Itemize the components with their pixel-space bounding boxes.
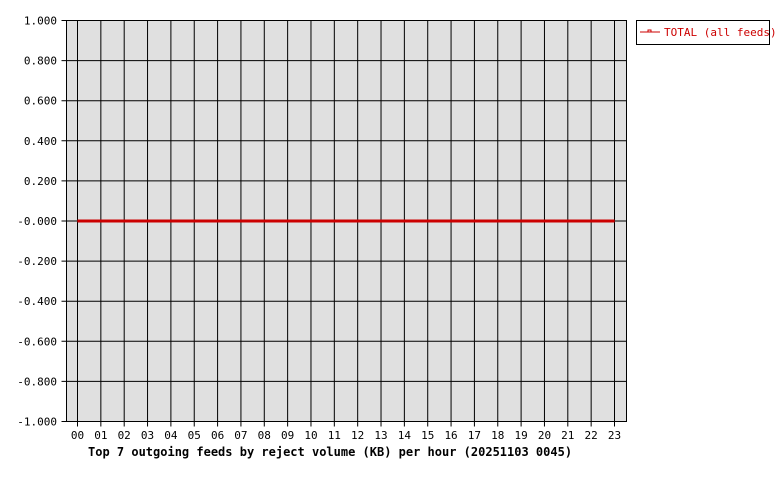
y-tick-label: 0.200 xyxy=(24,175,57,188)
data-point xyxy=(427,220,429,222)
data-point xyxy=(614,220,615,222)
data-point xyxy=(497,220,499,222)
data-point xyxy=(450,220,452,222)
x-tick-label: 18 xyxy=(491,429,504,442)
x-tick-label: 03 xyxy=(141,429,154,442)
data-point xyxy=(357,220,359,222)
data-point xyxy=(520,220,522,222)
y-tick-label: 0.400 xyxy=(24,135,57,148)
x-tick-label: 16 xyxy=(444,429,457,442)
data-point xyxy=(77,220,78,222)
data-point xyxy=(403,220,405,222)
x-tick-label: 01 xyxy=(94,429,107,442)
x-tick-label: 17 xyxy=(468,429,481,442)
y-tick-label: 1.000 xyxy=(24,15,57,28)
x-tick-label: 06 xyxy=(211,429,224,442)
x-tick-label: 15 xyxy=(421,429,434,442)
data-point xyxy=(543,220,545,222)
x-tick-label: 11 xyxy=(328,429,341,442)
x-tick-label: 14 xyxy=(398,429,412,442)
x-tick-label: 07 xyxy=(234,429,247,442)
x-tick-label: 13 xyxy=(374,429,387,442)
data-point xyxy=(567,220,569,222)
x-tick-label: 08 xyxy=(258,429,271,442)
x-tick-label: 21 xyxy=(561,429,574,442)
data-point xyxy=(310,220,312,222)
data-point xyxy=(473,220,475,222)
data-point xyxy=(123,220,125,222)
y-tick-label: -0.000 xyxy=(17,215,57,228)
x-tick-label: 22 xyxy=(585,429,598,442)
y-tick-label: -0.400 xyxy=(17,295,57,308)
x-tick-label: 02 xyxy=(118,429,131,442)
data-point xyxy=(240,220,242,222)
x-tick-label: 10 xyxy=(304,429,317,442)
y-tick-label: -1.000 xyxy=(17,416,57,429)
x-tick-label: 00 xyxy=(71,429,84,442)
x-tick-label: 19 xyxy=(514,429,527,442)
legend-marker xyxy=(647,29,652,33)
data-point xyxy=(147,220,149,222)
y-tick-label: -0.800 xyxy=(17,375,57,388)
data-point xyxy=(333,220,335,222)
legend: TOTAL (all feeds) xyxy=(636,20,777,45)
x-tick-label: 20 xyxy=(538,429,551,442)
y-tick-label: 0.800 xyxy=(24,55,57,68)
data-point xyxy=(263,220,265,222)
y-tick-label: -0.600 xyxy=(17,335,57,348)
data-point xyxy=(380,220,382,222)
data-point xyxy=(287,220,289,222)
x-tick-label: 04 xyxy=(164,429,178,442)
data-point xyxy=(193,220,195,222)
y-tick-label: 0.600 xyxy=(24,95,57,108)
data-point xyxy=(100,220,102,222)
legend-label: TOTAL (all feeds) xyxy=(664,26,777,39)
x-tick-label: 05 xyxy=(188,429,201,442)
y-tick-label: -0.200 xyxy=(17,255,57,268)
data-point xyxy=(590,220,592,222)
x-tick-label: 09 xyxy=(281,429,294,442)
x-tick-label: 12 xyxy=(351,429,364,442)
data-point xyxy=(217,220,219,222)
x-tick-label: 23 xyxy=(608,429,621,442)
data-point xyxy=(170,220,172,222)
chart-title: Top 7 outgoing feeds by reject volume (K… xyxy=(88,445,572,459)
